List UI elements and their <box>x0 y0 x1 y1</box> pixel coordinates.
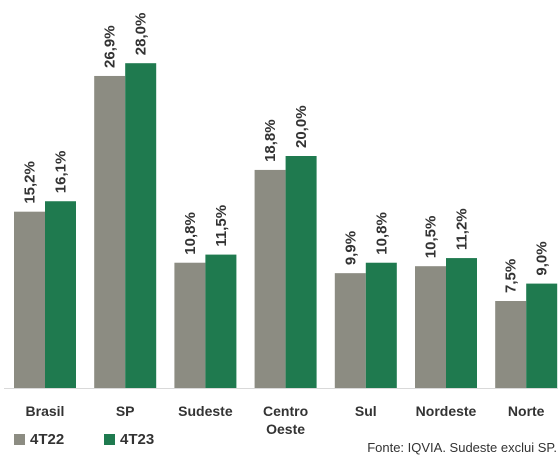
data-label: 10,8% <box>373 212 390 255</box>
x-tick-label: Norte <box>508 403 545 419</box>
bar-4t23-sul <box>366 263 397 388</box>
source-note: Fonte: IQVIA. Sudeste exclui SP. <box>367 440 557 455</box>
data-label: 9,9% <box>342 231 359 265</box>
data-label: 11,2% <box>454 208 471 250</box>
data-label: 10,8% <box>182 212 199 255</box>
legend-swatch-4t23 <box>104 434 115 445</box>
data-label: 20,0% <box>293 105 310 148</box>
bar-4t23-sp <box>125 63 156 388</box>
data-label: 18,8% <box>262 119 279 162</box>
data-label: 7,5% <box>503 259 520 293</box>
bar-4t22-norte <box>495 301 526 388</box>
legend-label: 4T23 <box>120 431 154 448</box>
data-label: 9,0% <box>534 241 551 275</box>
bar-4t22-nordeste <box>415 266 446 388</box>
x-tick-label: Nordeste <box>416 403 477 419</box>
x-tick-label: Oeste <box>266 421 305 437</box>
bar-4t22-sp <box>94 76 125 388</box>
bar-4t23-centro-oeste <box>286 156 317 388</box>
bar-4t22-brasil <box>14 212 45 388</box>
x-tick-label: SP <box>116 403 135 419</box>
x-tick-label: Brasil <box>26 403 65 419</box>
data-label: 15,2% <box>22 161 39 204</box>
bar-4t23-sudeste <box>205 255 236 388</box>
bar-4t22-sudeste <box>174 263 205 388</box>
bar-4t22-sul <box>335 273 366 388</box>
bar-4t22-centro-oeste <box>255 170 286 388</box>
legend-label: 4T22 <box>30 431 64 448</box>
data-label: 28,0% <box>133 13 150 56</box>
data-label: 26,9% <box>102 25 119 68</box>
bar-4t23-brasil <box>45 201 76 388</box>
x-tick-label: Sul <box>355 403 377 419</box>
bar-4t23-nordeste <box>446 258 477 388</box>
legend-swatch-4t22 <box>14 434 25 445</box>
data-label: 16,1% <box>53 151 70 194</box>
bar-4t23-norte <box>526 284 557 388</box>
x-tick-label: Sudeste <box>178 403 233 419</box>
x-tick-label: Centro <box>263 403 308 419</box>
data-label: 10,5% <box>423 216 440 259</box>
data-label: 11,5% <box>213 205 230 247</box>
